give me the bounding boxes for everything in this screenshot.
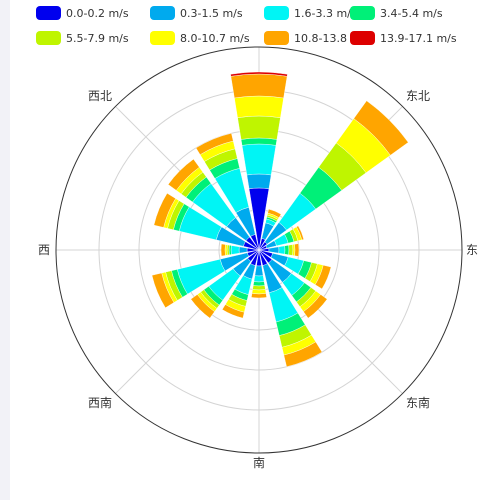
legend-label: 0.3-1.5 m/s: [180, 6, 243, 20]
legend-label: 5.5-7.9 m/s: [66, 31, 129, 45]
sector-segment: [252, 285, 266, 291]
sector-segment: [230, 245, 240, 255]
sector-segment: [190, 294, 215, 319]
sector-segment: [314, 264, 332, 290]
sector-segment: [220, 243, 226, 257]
legend-label: 0.0-0.2 m/s: [66, 6, 129, 20]
sector-segment: [153, 192, 176, 228]
sector-segment: [267, 208, 282, 218]
sector-segment: [230, 71, 288, 77]
direction-label: 东北: [406, 89, 430, 103]
legend-label: 3.4-5.4 m/s: [380, 6, 443, 20]
legend-label: 8.0-10.7 m/s: [180, 31, 250, 45]
sector-segment: [253, 281, 265, 287]
sector-segment: [237, 115, 281, 140]
legend-swatch: [150, 31, 175, 45]
sector-segment: [353, 100, 409, 156]
direction-label: 西: [38, 243, 50, 257]
legend-label: 13.9-17.1 m/s: [380, 31, 457, 45]
sector-segment: [221, 304, 245, 319]
sector-segment: [238, 246, 248, 254]
sector-segment: [268, 246, 280, 254]
legend-swatch: [36, 6, 61, 20]
sector-segment: [284, 244, 290, 256]
direction-label: 南: [253, 455, 265, 470]
legend-item[interactable]: 8.0-10.7 m/s: [150, 28, 250, 48]
sector-segment: [234, 95, 284, 118]
direction-label: 东: [466, 243, 478, 257]
sector-segment: [251, 289, 267, 295]
direction-label: 西北: [88, 89, 112, 103]
sector-segment: [254, 265, 264, 277]
sector-segment: [283, 341, 323, 368]
legend-swatch: [150, 6, 175, 20]
polar-outer-ring: [55, 46, 463, 454]
direction-label: 西南: [88, 395, 112, 410]
legend-swatch: [264, 6, 289, 20]
sector-segment: [278, 245, 286, 255]
sector-segment: [294, 243, 300, 257]
sectors: [151, 71, 409, 368]
sector-segment: [151, 272, 175, 309]
legend-swatch: [36, 31, 61, 45]
legend-item[interactable]: 13.9-17.1 m/s: [350, 28, 457, 48]
legend-item[interactable]: 5.5-7.9 m/s: [36, 28, 129, 48]
sector-segment: [241, 143, 277, 176]
sector-segment: [296, 225, 305, 241]
sector-segment: [195, 132, 234, 155]
legend-swatch: [350, 31, 375, 45]
legend-item[interactable]: 0.0-0.2 m/s: [36, 3, 129, 23]
sector-segment: [303, 294, 328, 319]
legend-item[interactable]: 1.6-3.3 m/s: [264, 3, 357, 23]
legend-label: 1.6-3.3 m/s: [294, 6, 357, 20]
left-edge-strip: [0, 0, 10, 500]
sector-segment: [167, 158, 200, 191]
sector-segment: [288, 244, 294, 256]
legend-item[interactable]: 0.3-1.5 m/s: [150, 3, 243, 23]
legend-item[interactable]: 3.4-5.4 m/s: [350, 3, 443, 23]
sector-segment: [251, 293, 267, 299]
direction-label: 东南: [406, 395, 430, 410]
sector-segment: [246, 173, 272, 190]
sector-segment: [253, 275, 265, 283]
legend-swatch: [264, 31, 289, 45]
sector-segment: [230, 73, 288, 99]
legend-swatch: [350, 6, 375, 20]
